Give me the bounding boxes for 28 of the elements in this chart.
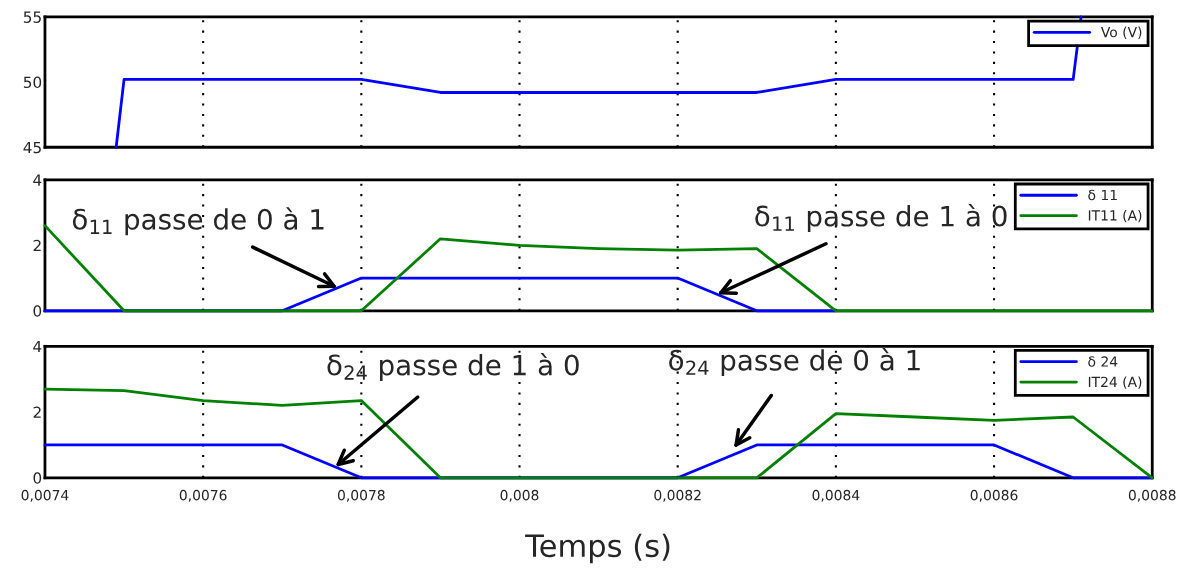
legend-label: δ 11: [1088, 189, 1117, 201]
y-tick-label: 45: [23, 141, 41, 154]
y-tick-label: 0: [33, 472, 42, 484]
x-tick-label: 0,0082: [654, 489, 701, 502]
y-tick-label: 2: [33, 239, 41, 252]
annotation: δ$_{11}$ passe de 1 à 0: [755, 204, 1007, 232]
legend-label: IT11 (A): [1088, 209, 1142, 223]
x-tick-label: 0,0084: [812, 489, 860, 502]
annotation: δ$_{11}$ passe de 0 à 1: [72, 207, 324, 236]
x-tick-label: 0,0078: [337, 489, 385, 502]
x-tick-label: 0,0074: [21, 489, 69, 502]
legend-label: Vo (V): [1100, 26, 1142, 39]
annotation: δ$_{24}$ passe de 0 à 1: [669, 348, 920, 377]
legend-label: IT24 (A): [1088, 376, 1142, 389]
line-series: [114, 15, 1083, 149]
x-tick-label: 0,008: [500, 489, 539, 502]
y-tick-label: 0: [33, 305, 42, 317]
x-tick-label: 0,0086: [970, 489, 1018, 502]
annotation: δ$_{24}$ passe de 1 à 0: [327, 352, 579, 381]
legend-label: δ 24: [1088, 356, 1118, 367]
y-tick-label: 4: [33, 340, 42, 353]
y-tick-label: 55: [23, 11, 41, 23]
y-tick-label: 50: [23, 76, 42, 89]
x-tick-label: 0,0076: [179, 489, 227, 502]
y-tick-label: 4: [33, 174, 42, 186]
x-axis-title: Temps (s): [525, 533, 670, 564]
x-tick-label: 0,0088: [1128, 489, 1176, 502]
y-tick-label: 2: [33, 406, 41, 418]
